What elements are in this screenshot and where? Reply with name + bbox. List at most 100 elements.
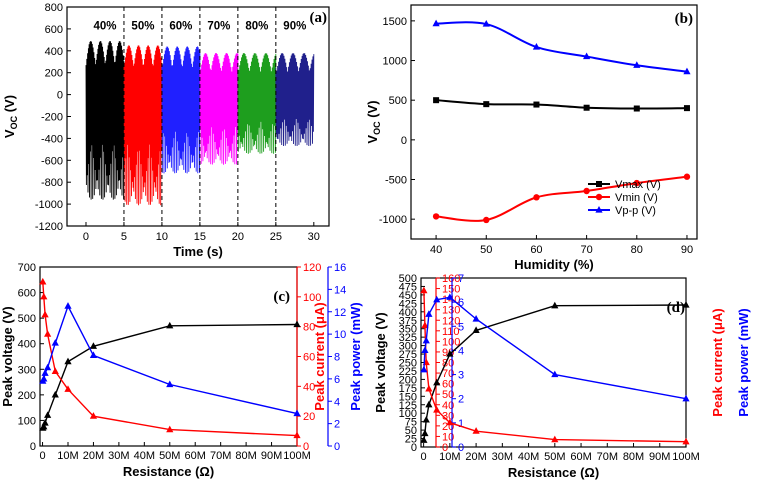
data-point	[421, 429, 429, 437]
data-point	[433, 406, 441, 413]
y-tick-label: 0	[57, 90, 63, 102]
humidity-label: 80%	[245, 21, 268, 33]
x-tick-label: 50M	[544, 451, 565, 463]
data-point	[483, 101, 490, 108]
panel-label: (a)	[310, 10, 328, 26]
y-tick-label: -400	[41, 133, 63, 145]
y-tick-label: 500	[389, 95, 407, 107]
y2-tick-label: 40	[303, 381, 315, 393]
y2-tick-label: 120	[303, 262, 321, 274]
y2-tick-label: 140	[442, 294, 460, 306]
x-tick-label: 70M	[597, 451, 618, 463]
panel-label: (c)	[273, 289, 290, 305]
y3-tick-label: 4	[458, 345, 464, 357]
y2-tick-label: 110	[442, 326, 460, 338]
data-point	[482, 20, 490, 27]
y2-tick-label: 40	[442, 400, 454, 412]
y3-tick-label: 7	[458, 273, 464, 285]
x-tick-label: 30M	[492, 451, 513, 463]
panel-b: -1000 -500 0 500 1000 1500 40 50 60 70 80 90 Vmax (V…	[365, 4, 698, 272]
x-tick-label: 20M	[465, 451, 486, 463]
y2-tick-label: 10	[442, 431, 454, 443]
y3-tick-label: 3	[458, 370, 464, 382]
y-tick-label: 1000	[383, 56, 407, 68]
y2-tick-label: 100	[442, 336, 460, 348]
y-tick-label: 800	[45, 2, 63, 14]
data-point	[472, 427, 480, 434]
y2-tick-label: 130	[442, 305, 460, 317]
x-axis-label: Time (s)	[173, 244, 223, 259]
y-tick-label: 0	[411, 442, 417, 454]
y-tick-label: -800	[41, 177, 63, 189]
series-line-Peak current	[42, 281, 298, 437]
data-point	[41, 418, 49, 426]
y-tick-label: 300	[18, 364, 36, 376]
y-tick-label: 200	[399, 374, 417, 386]
x-axis-label: Humidity (%)	[514, 257, 593, 272]
x-tick-label: 50	[480, 244, 492, 256]
data-point	[44, 411, 52, 418]
y-tick-label: 300	[399, 341, 417, 353]
y3-tick-label: 6	[334, 374, 340, 386]
data-point	[433, 378, 441, 386]
series-line-Vmax (V)	[436, 99, 687, 110]
x-tick-label: 80	[631, 244, 643, 256]
x-tick-label: 90	[681, 244, 693, 256]
humidity-label: 70%	[207, 21, 230, 33]
x-tick-label: 80M	[235, 450, 256, 462]
y-tick-label: 225	[399, 366, 417, 378]
y2-tick-label: 20	[303, 411, 315, 423]
data-point	[551, 370, 559, 378]
series-line-Vmin (V)	[435, 175, 688, 222]
data-point	[446, 350, 454, 357]
data-point	[64, 357, 72, 365]
x-tick-label: 10M	[57, 450, 78, 462]
y2-tick-label: 60	[303, 352, 315, 364]
data-point	[166, 425, 174, 433]
legend-entry: Vmin (V)	[615, 192, 658, 204]
x-tick-label: 40M	[134, 450, 155, 462]
x-tick-label: 10M	[439, 451, 460, 463]
x-tick-label: 5	[121, 231, 127, 243]
y-tick-label: -1000	[379, 214, 407, 226]
y-axis-label: VOC (V)	[365, 100, 382, 143]
y-tick-label: 400	[18, 339, 36, 351]
y-axis-label: VOC (V)	[2, 95, 19, 138]
voc-trace-40%	[85, 40, 125, 200]
legend-marker	[595, 206, 603, 213]
y-tick-label: 325	[399, 332, 417, 344]
voc-trace-60%	[161, 46, 201, 174]
data-point	[44, 330, 52, 337]
plot-frame	[410, 4, 698, 240]
y-tick-label: 275	[399, 349, 417, 361]
y-tick-label: -1000	[35, 199, 63, 211]
x-tick-label: 60M	[185, 450, 206, 462]
data-point	[89, 351, 98, 358]
y2-axis-label: Peak current (μA)	[312, 302, 327, 410]
data-point	[51, 367, 59, 375]
y3-tick-label: 2	[334, 419, 340, 431]
data-point	[51, 339, 59, 346]
y2-tick-label: 0	[442, 442, 448, 454]
panel-a: 40% 50% 60% 70% 80% 90% -1200 -1000 -800 -600 -400…	[2, 2, 330, 259]
data-point	[551, 435, 559, 443]
data-point	[433, 295, 441, 303]
x-tick-label: 20M	[83, 450, 104, 462]
y-tick-label: 0	[401, 135, 407, 147]
data-point	[166, 380, 174, 388]
data-point	[293, 409, 301, 417]
y3-tick-label: 2	[458, 394, 464, 406]
data-point	[41, 310, 49, 318]
data-point	[682, 301, 690, 308]
data-point	[420, 286, 428, 294]
y3-tick-label: 10	[334, 329, 346, 341]
legend-entry: Vmax (V)	[615, 179, 661, 191]
y2-tick-label: 50	[442, 389, 454, 401]
data-point	[683, 105, 690, 112]
data-point	[420, 436, 428, 443]
data-point	[425, 400, 433, 408]
y-tick-label: 475	[399, 281, 417, 293]
y3-tick-label: 4	[334, 396, 340, 408]
data-point	[683, 67, 691, 75]
